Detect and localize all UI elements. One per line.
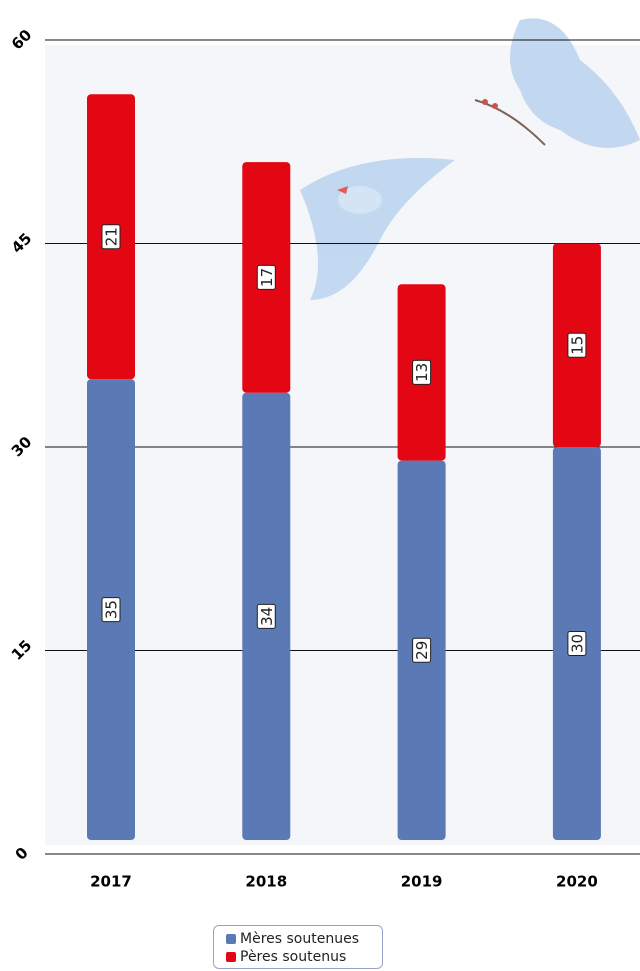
data-label-box — [256, 264, 276, 290]
data-label: 29 — [413, 641, 431, 660]
y-tick-label: 45 — [8, 229, 35, 256]
data-label-box — [412, 359, 432, 385]
legend-label: Pères soutenus — [240, 949, 347, 965]
data-label-box — [256, 603, 276, 629]
legend-entry: Mères soutenues — [226, 930, 382, 948]
data-label: 15 — [568, 336, 586, 355]
legend-entry: Pères soutenus — [226, 948, 382, 966]
data-label-box — [412, 637, 432, 663]
x-tick-label: 2017 — [90, 873, 132, 891]
legend-swatch — [226, 952, 236, 962]
data-label-box — [567, 631, 587, 656]
data-label-box — [101, 597, 121, 623]
chart: 0 15 30 45 60 2017 35 21 2018 34 17 2019 29 13 2020 30 1… — [8, 18, 640, 891]
y-tick-label: 30 — [8, 433, 35, 460]
legend-swatch — [226, 934, 236, 944]
data-label-box — [567, 332, 587, 358]
legend-label: Mères soutenues — [240, 931, 359, 947]
x-tick-label: 2020 — [556, 873, 598, 891]
y-tick-label: 60 — [8, 26, 35, 53]
data-label: 17 — [258, 268, 276, 287]
legend: Mères soutenues Pères soutenus — [213, 925, 383, 969]
data-label: 21 — [103, 227, 121, 246]
data-label: 34 — [258, 607, 276, 626]
dove — [474, 18, 640, 149]
x-tick-label: 2018 — [245, 873, 287, 891]
data-label: 30 — [568, 634, 586, 653]
data-label: 35 — [103, 600, 121, 619]
dove — [300, 158, 455, 300]
data-label-box — [101, 224, 121, 250]
y-tick-label: 15 — [8, 636, 35, 663]
y-tick-label: 0 — [12, 844, 32, 864]
x-tick-label: 2019 — [401, 873, 443, 891]
data-label: 13 — [413, 363, 431, 382]
